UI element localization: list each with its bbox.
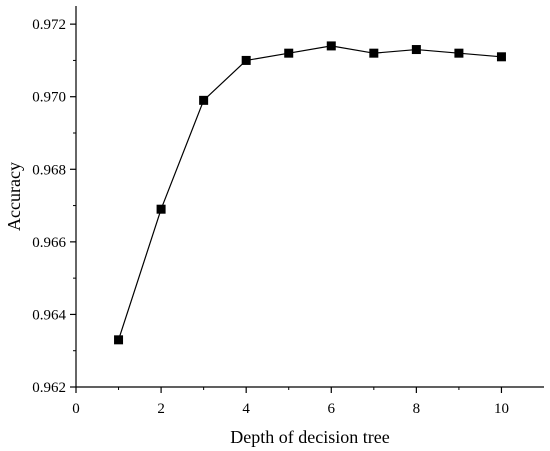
x-tick-label: 10	[494, 401, 509, 417]
x-tick-label: 8	[413, 401, 421, 417]
y-tick-label: 0.972	[32, 17, 66, 33]
data-point-marker	[369, 48, 379, 58]
data-series	[114, 41, 506, 345]
data-point-marker	[199, 95, 209, 105]
data-point-marker	[156, 204, 166, 214]
x-tick-label: 4	[242, 401, 250, 417]
x-axis-ticks: 0 2 4 6 8 10	[72, 387, 509, 417]
data-point-marker	[284, 48, 294, 58]
data-point-marker	[411, 45, 421, 55]
y-tick-label: 0.968	[32, 162, 66, 178]
y-tick-label: 0.962	[32, 380, 66, 396]
data-point-marker	[496, 52, 506, 62]
data-point-marker	[114, 335, 124, 345]
y-tick-label: 0.964	[32, 307, 66, 323]
y-tick-label: 0.966	[32, 235, 66, 251]
x-axis-title: Depth of decision tree	[230, 427, 389, 447]
axes	[75, 6, 544, 388]
x-tick-label: 6	[328, 401, 336, 417]
y-axis-title: Accuracy	[4, 162, 24, 231]
data-point-marker	[454, 48, 464, 58]
data-point-marker	[326, 41, 336, 51]
x-tick-label: 2	[157, 401, 165, 417]
series-line	[117, 45, 502, 341]
y-tick-label: 0.970	[32, 90, 66, 106]
data-point-marker	[241, 55, 251, 65]
x-tick-label: 0	[72, 401, 80, 417]
y-axis-ticks: 0.962 0.964 0.966 0.968 0.970 0.972	[32, 17, 76, 396]
